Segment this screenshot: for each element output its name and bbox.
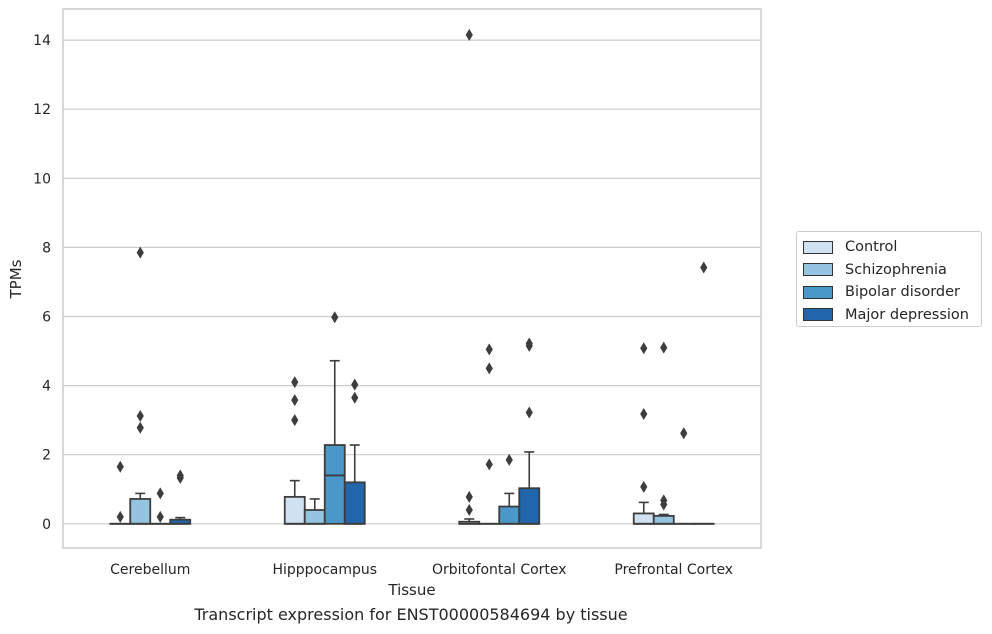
box-body	[652, 514, 675, 525]
box-schizophrenia	[129, 246, 152, 525]
y-tick-label: 10	[33, 171, 51, 187]
box-major-depression	[518, 337, 541, 525]
legend-swatch	[803, 308, 833, 322]
legend-item: Schizophrenia	[803, 259, 981, 282]
outlier-point	[291, 376, 299, 389]
outlier-point	[525, 406, 533, 419]
y-tick-label: 6	[42, 310, 51, 326]
legend-swatch	[803, 263, 833, 277]
box-major-depression	[343, 378, 366, 525]
box-body	[343, 481, 366, 525]
legend-label: Schizophrenia	[845, 261, 947, 278]
outlier-point	[351, 378, 359, 391]
outlier-point	[465, 503, 473, 516]
outlier-point	[485, 362, 493, 375]
box-body	[632, 512, 655, 525]
box-schizophrenia	[478, 343, 501, 525]
outlier-point	[465, 490, 473, 503]
gridlines	[63, 39, 761, 525]
outlier-point	[156, 487, 164, 500]
boxes	[109, 28, 715, 525]
box-bipolar-disorder	[323, 311, 346, 525]
outlier-point	[176, 469, 184, 482]
x-tick-label: Prefrontal Cortex	[614, 562, 733, 578]
outlier-point	[465, 28, 473, 41]
outlier-point	[136, 410, 144, 423]
outlier-point	[660, 494, 668, 507]
outlier-point	[136, 421, 144, 434]
y-tick-label: 2	[42, 448, 51, 464]
legend-label: Control	[845, 239, 898, 256]
box-control	[458, 28, 481, 525]
outlier-point	[660, 341, 668, 354]
box-body	[129, 498, 152, 525]
outlier-point	[136, 246, 144, 259]
box-bipolar-disorder	[672, 427, 695, 525]
box-schizophrenia	[303, 498, 326, 525]
box-control	[283, 376, 306, 525]
x-tick-label: Orbitofontal Cortex	[432, 562, 567, 578]
box-body	[303, 509, 326, 525]
y-tick-label: 14	[33, 33, 51, 49]
outlier-point	[640, 407, 648, 420]
box-body	[518, 487, 541, 525]
legend-label: Major depression	[845, 306, 969, 323]
legend: Control Schizophrenia Bipolar disorder Majo…	[796, 231, 982, 327]
box-body	[323, 444, 346, 525]
x-tick-label: Hipppocampus	[272, 562, 377, 578]
outlier-point	[291, 414, 299, 427]
box-bipolar-disorder	[149, 487, 172, 525]
x-tick-label: Cerebellum	[110, 562, 190, 578]
y-tick-label: 12	[33, 102, 51, 118]
outlier-point	[640, 342, 648, 355]
outlier-point	[525, 337, 533, 350]
outlier-point	[485, 343, 493, 356]
box-body	[498, 505, 521, 525]
box-major-depression	[169, 469, 192, 525]
figure-caption: Transcript expression for ENST0000058469…	[194, 605, 628, 624]
box-schizophrenia	[652, 341, 675, 525]
outlier-point	[485, 458, 493, 471]
legend-item: Control	[803, 236, 981, 259]
outlier-point	[505, 453, 513, 466]
box-control	[632, 342, 655, 525]
outlier-point	[680, 427, 688, 440]
y-axis-label: TPMs	[7, 259, 25, 299]
box-body	[283, 495, 306, 525]
box-control	[109, 460, 132, 525]
x-tick-labels: Cerebellum Hipppocampus Orbitofontal Corte…	[110, 562, 733, 578]
legend-item: Major depression	[803, 304, 981, 327]
legend-label: Bipolar disorder	[845, 284, 960, 301]
outlier-point	[156, 510, 164, 523]
legend-swatch	[803, 240, 833, 254]
y-tick-label: 0	[42, 517, 51, 533]
box-bipolar-disorder	[498, 453, 521, 525]
y-tick-labels: 0 2 4 6 8 10 12 14	[33, 33, 51, 533]
outlier-point	[640, 480, 648, 493]
x-axis-label: Tissue	[387, 581, 435, 599]
outlier-point	[331, 311, 339, 324]
outlier-point	[116, 510, 124, 523]
box-major-depression	[692, 261, 715, 525]
y-tick-label: 4	[42, 379, 51, 395]
y-tick-label: 8	[42, 240, 51, 256]
outlier-point	[291, 394, 299, 407]
outlier-point	[700, 261, 708, 274]
legend-item: Bipolar disorder	[803, 281, 981, 304]
outlier-point	[351, 391, 359, 404]
plot-frame	[62, 8, 762, 549]
legend-swatch	[803, 285, 833, 299]
outlier-point	[116, 460, 124, 473]
